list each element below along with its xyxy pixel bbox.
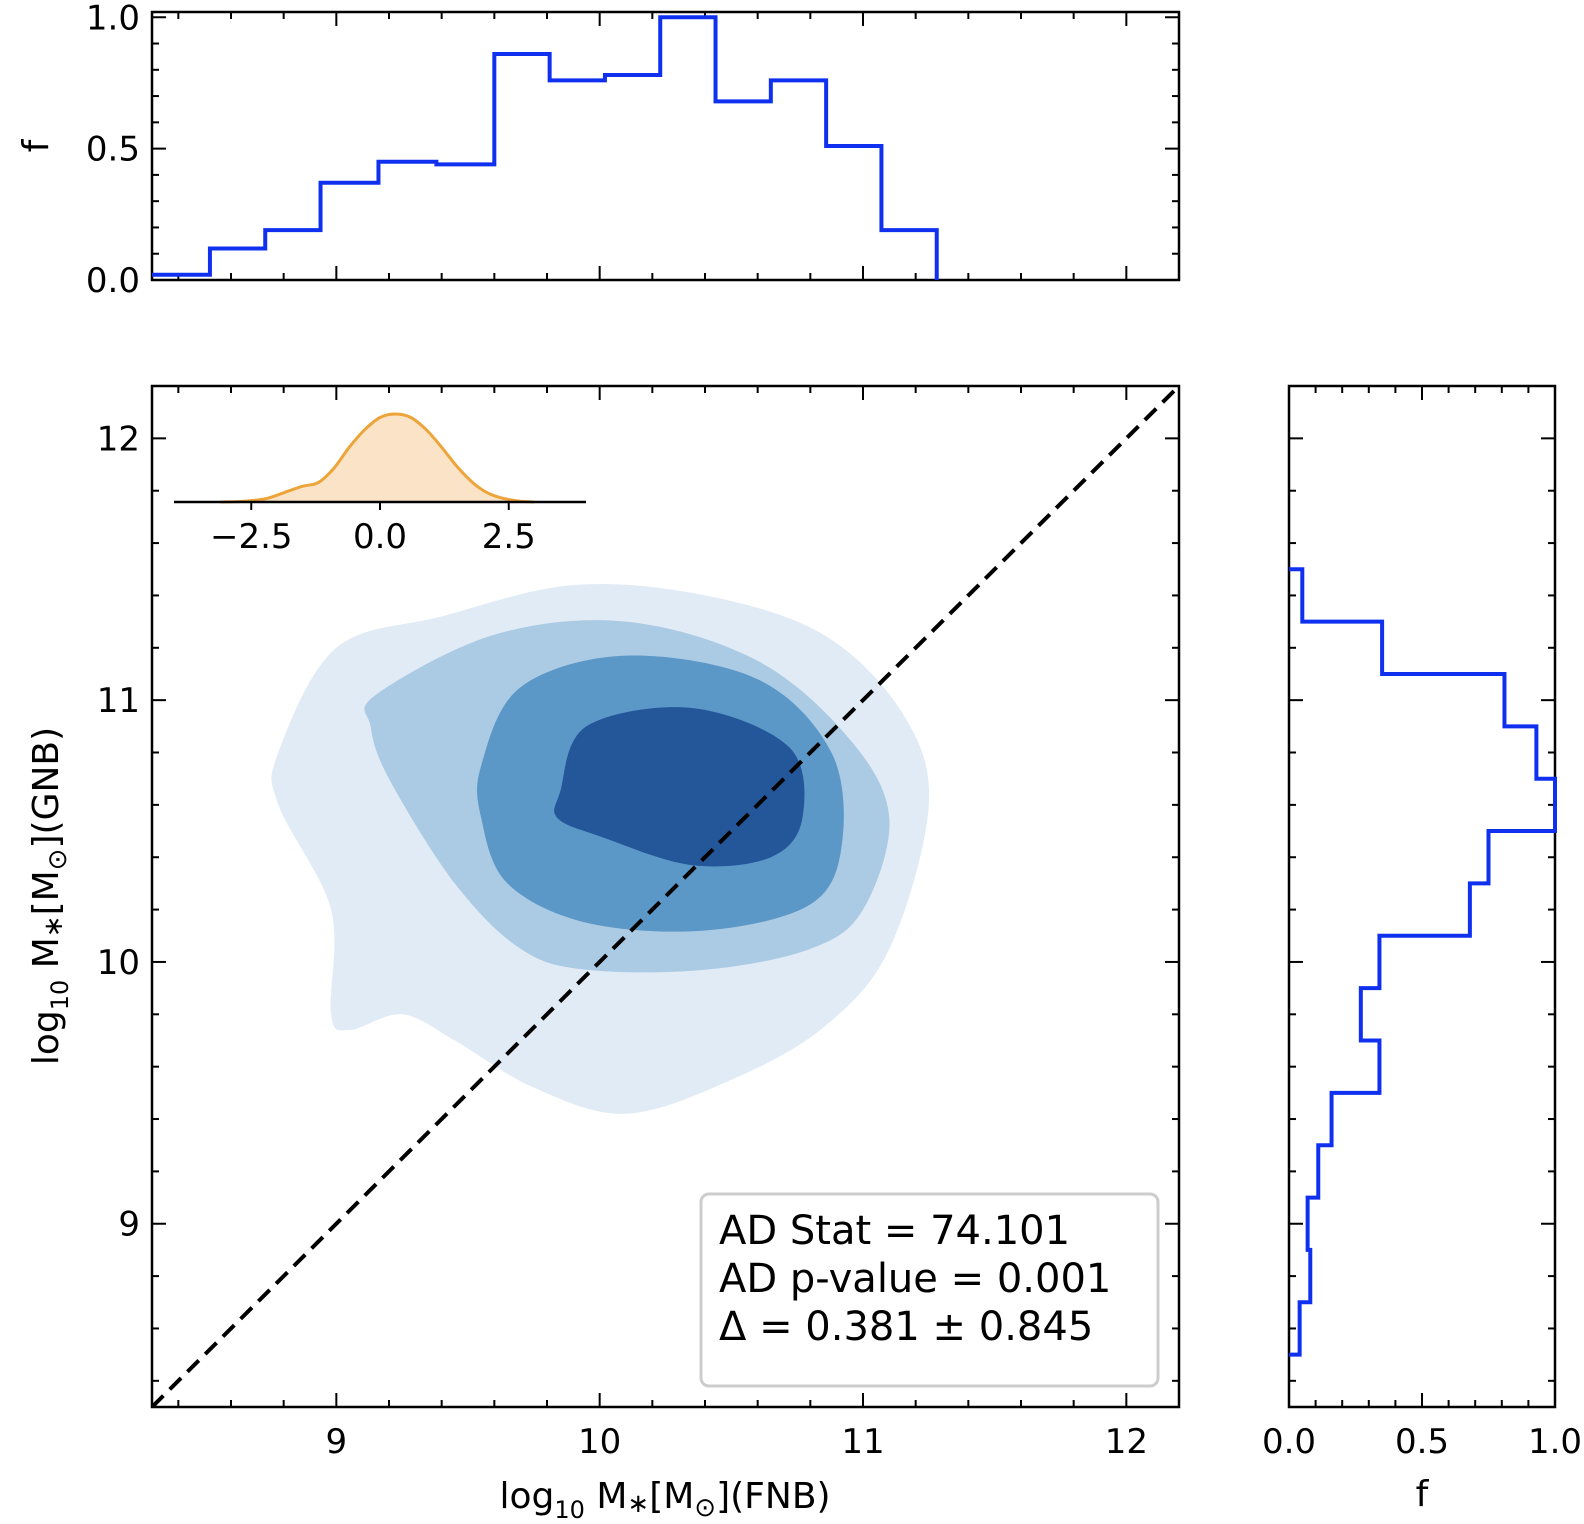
main-x-axis-label: log10 M∗[M⊙](FNB) (499, 1476, 830, 1524)
main-kde-panel: 9 10 11 12 9 10 11 12 −2.5 0.0 2.5 AD Stat = 74.… (26, 384, 1181, 1524)
top-y-tick-label: 0.5 (86, 130, 140, 170)
inset-kde: −2.5 0.0 2.5 (174, 412, 586, 557)
main-y-tick-label: 11 (97, 681, 140, 721)
legend-delta: Δ = 0.381 ± 0.845 (719, 1304, 1093, 1350)
top-histogram-minor-ticks (152, 12, 1180, 281)
inset-x-tick-label: 0.0 (353, 517, 407, 557)
top-histogram-step-line (152, 15, 939, 280)
inset-x-tick-label: −2.5 (210, 517, 293, 557)
main-y-tick-label: 10 (97, 943, 140, 983)
inset-kde-area (220, 414, 535, 502)
top-histogram-y-tick-labels: 0.0 0.5 1.0 (86, 0, 140, 301)
top-histogram-panel: 0.0 0.5 1.0 f (16, 0, 1181, 301)
main-x-tick-labels: 9 10 11 12 (326, 1422, 1148, 1462)
main-x-tick-label: 12 (1105, 1422, 1148, 1462)
main-x-tick-label: 11 (841, 1422, 884, 1462)
kde-contour-group (271, 583, 930, 1114)
main-y-tick-label: 12 (97, 419, 140, 459)
stats-legend-box (699, 1192, 1160, 1388)
main-x-tick-label: 9 (326, 1422, 348, 1462)
right-histogram-x-axis-label: f (1416, 1474, 1430, 1515)
top-y-tick-label: 1.0 (86, 0, 140, 38)
legend-ad-p-value: AD p-value = 0.001 (719, 1256, 1111, 1302)
main-panel-frame (150, 384, 1181, 1409)
main-y-axis-label: log10 M∗[M⊙](GNB) (26, 727, 74, 1065)
top-y-tick-label: 0.0 (86, 261, 140, 301)
right-histogram-panel: 0.0 0.5 1.0 f (1262, 384, 1582, 1515)
right-x-tick-label: 0.5 (1395, 1422, 1449, 1462)
right-histogram-x-tick-labels: 0.0 0.5 1.0 (1262, 1422, 1582, 1462)
right-x-tick-label: 0.0 (1262, 1422, 1316, 1462)
right-histogram-ticks (1288, 385, 1556, 1407)
top-histogram-y-axis-label: f (16, 138, 57, 152)
main-y-tick-labels: 9 10 11 12 (97, 419, 140, 1244)
right-histogram-step-line (1289, 567, 1557, 1357)
legend-ad-stat: AD Stat = 74.101 (719, 1208, 1070, 1254)
kde-contour-level-4 (554, 707, 805, 867)
main-panel-ticks (152, 385, 1180, 1407)
inset-x-ticks: −2.5 0.0 2.5 (210, 502, 536, 557)
stats-legend: AD Stat = 74.101 AD p-value = 0.001 Δ = … (699, 1192, 1160, 1388)
inset-x-tick-label: 2.5 (482, 517, 536, 557)
main-y-tick-label: 9 (118, 1205, 140, 1245)
main-x-tick-label: 10 (578, 1422, 621, 1462)
one-to-one-dashed-line (152, 386, 1179, 1407)
right-histogram-frame (1287, 384, 1557, 1409)
right-x-tick-label: 1.0 (1528, 1422, 1582, 1462)
top-histogram-frame (150, 10, 1181, 282)
inset-kde-curve (220, 412, 535, 504)
